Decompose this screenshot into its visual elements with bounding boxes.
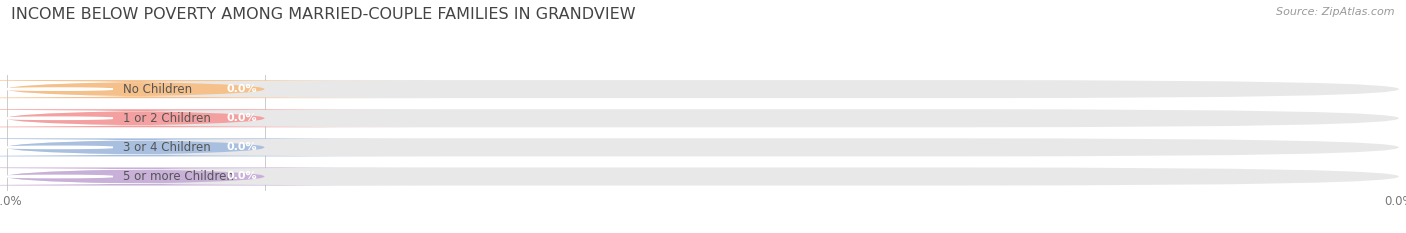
Circle shape xyxy=(1,117,112,119)
FancyBboxPatch shape xyxy=(7,168,1399,185)
FancyBboxPatch shape xyxy=(7,138,1399,156)
Text: INCOME BELOW POVERTY AMONG MARRIED-COUPLE FAMILIES IN GRANDVIEW: INCOME BELOW POVERTY AMONG MARRIED-COUPL… xyxy=(11,7,636,22)
Circle shape xyxy=(1,175,112,178)
Text: 0.0%: 0.0% xyxy=(226,84,257,94)
Text: 0.0%: 0.0% xyxy=(226,171,257,182)
FancyBboxPatch shape xyxy=(0,138,439,156)
Text: 5 or more Children: 5 or more Children xyxy=(124,170,235,183)
Text: 1 or 2 Children: 1 or 2 Children xyxy=(124,112,211,125)
Text: 0.0%: 0.0% xyxy=(226,142,257,152)
Text: Source: ZipAtlas.com: Source: ZipAtlas.com xyxy=(1277,7,1395,17)
FancyBboxPatch shape xyxy=(7,109,1399,127)
FancyBboxPatch shape xyxy=(7,80,1399,98)
FancyBboxPatch shape xyxy=(0,80,439,98)
FancyBboxPatch shape xyxy=(0,168,439,185)
Text: 3 or 4 Children: 3 or 4 Children xyxy=(124,141,211,154)
Text: No Children: No Children xyxy=(124,83,193,96)
Text: 0.0%: 0.0% xyxy=(226,113,257,123)
Circle shape xyxy=(1,146,112,148)
FancyBboxPatch shape xyxy=(0,109,439,127)
Circle shape xyxy=(1,88,112,90)
